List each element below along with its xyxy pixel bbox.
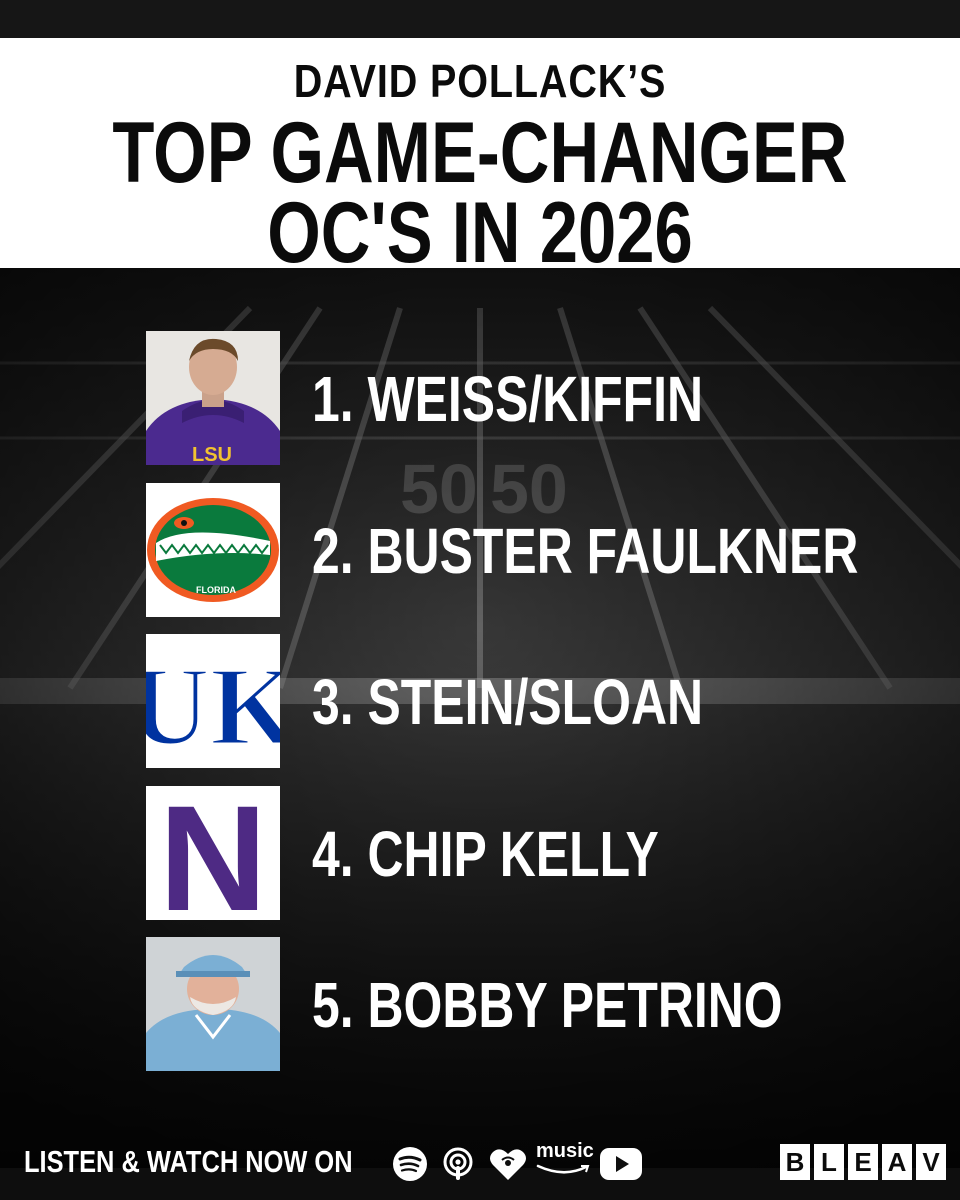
pre-title: DAVID POLLACK’S	[293, 55, 667, 107]
ranking-label-5: 5. BOBBY PETRINO	[312, 969, 783, 1041]
ranking-row-2: FLORIDA 2. BUSTER FAULKNER	[146, 483, 906, 617]
podcasts-icon[interactable]	[440, 1146, 476, 1182]
title-line-1: TOP GAME-CHANGER	[112, 105, 848, 201]
ranking-row-4: N 4. CHIP KELLY	[146, 786, 906, 920]
nw-letter: N	[159, 786, 267, 920]
coach-photo-unc	[146, 937, 280, 1071]
amazon-music-label: music	[536, 1140, 594, 1162]
northwestern-n-logo: N	[146, 786, 280, 920]
youtube-icon[interactable]	[600, 1148, 642, 1180]
ranking-row-3: UK 3. STEIN/SLOAN	[146, 634, 906, 768]
brand-letter-l: L	[814, 1144, 844, 1180]
listen-watch-cta: LISTEN & WATCH NOW ON	[24, 1144, 353, 1179]
brand-letter-b: B	[780, 1144, 810, 1180]
top-bar	[0, 0, 960, 38]
brand-letter-v: V	[916, 1144, 946, 1180]
coach-photo-lsu: LSU	[146, 331, 280, 465]
amazon-music-icon[interactable]: music	[536, 1140, 596, 1180]
title-line-2: OC'S IN 2026	[267, 185, 693, 281]
brand-letter-a: A	[882, 1144, 912, 1180]
kentucky-uk-logo: UK	[146, 634, 280, 768]
ranking-label-4: 4. CHIP KELLY	[312, 818, 659, 890]
ranking-row-5: 5. BOBBY PETRINO	[146, 937, 906, 1071]
ranking-row-1: LSU 1. WEISS/KIFFIN	[146, 331, 906, 465]
amazon-smile-icon	[536, 1164, 590, 1174]
ranking-label-1: 1. WEISS/KIFFIN	[312, 363, 704, 435]
spotify-icon[interactable]	[392, 1146, 428, 1182]
header-banner: DAVID POLLACK’S TOP GAME-CHANGER OC'S IN…	[0, 38, 960, 276]
florida-gators-logo: FLORIDA	[146, 483, 280, 617]
iheart-icon[interactable]	[488, 1146, 528, 1182]
ranking-label-2: 2. BUSTER FAULKNER	[312, 515, 859, 587]
footer-bar: LISTEN & WATCH NOW ON music B L E A V	[0, 1130, 960, 1200]
ranking-label-3: 3. STEIN/SLOAN	[312, 666, 704, 738]
lsu-wordmark: LSU	[192, 444, 232, 465]
florida-wordmark: FLORIDA	[196, 585, 236, 595]
uk-letters: UK	[146, 645, 280, 768]
brand-letter-e: E	[848, 1144, 878, 1180]
